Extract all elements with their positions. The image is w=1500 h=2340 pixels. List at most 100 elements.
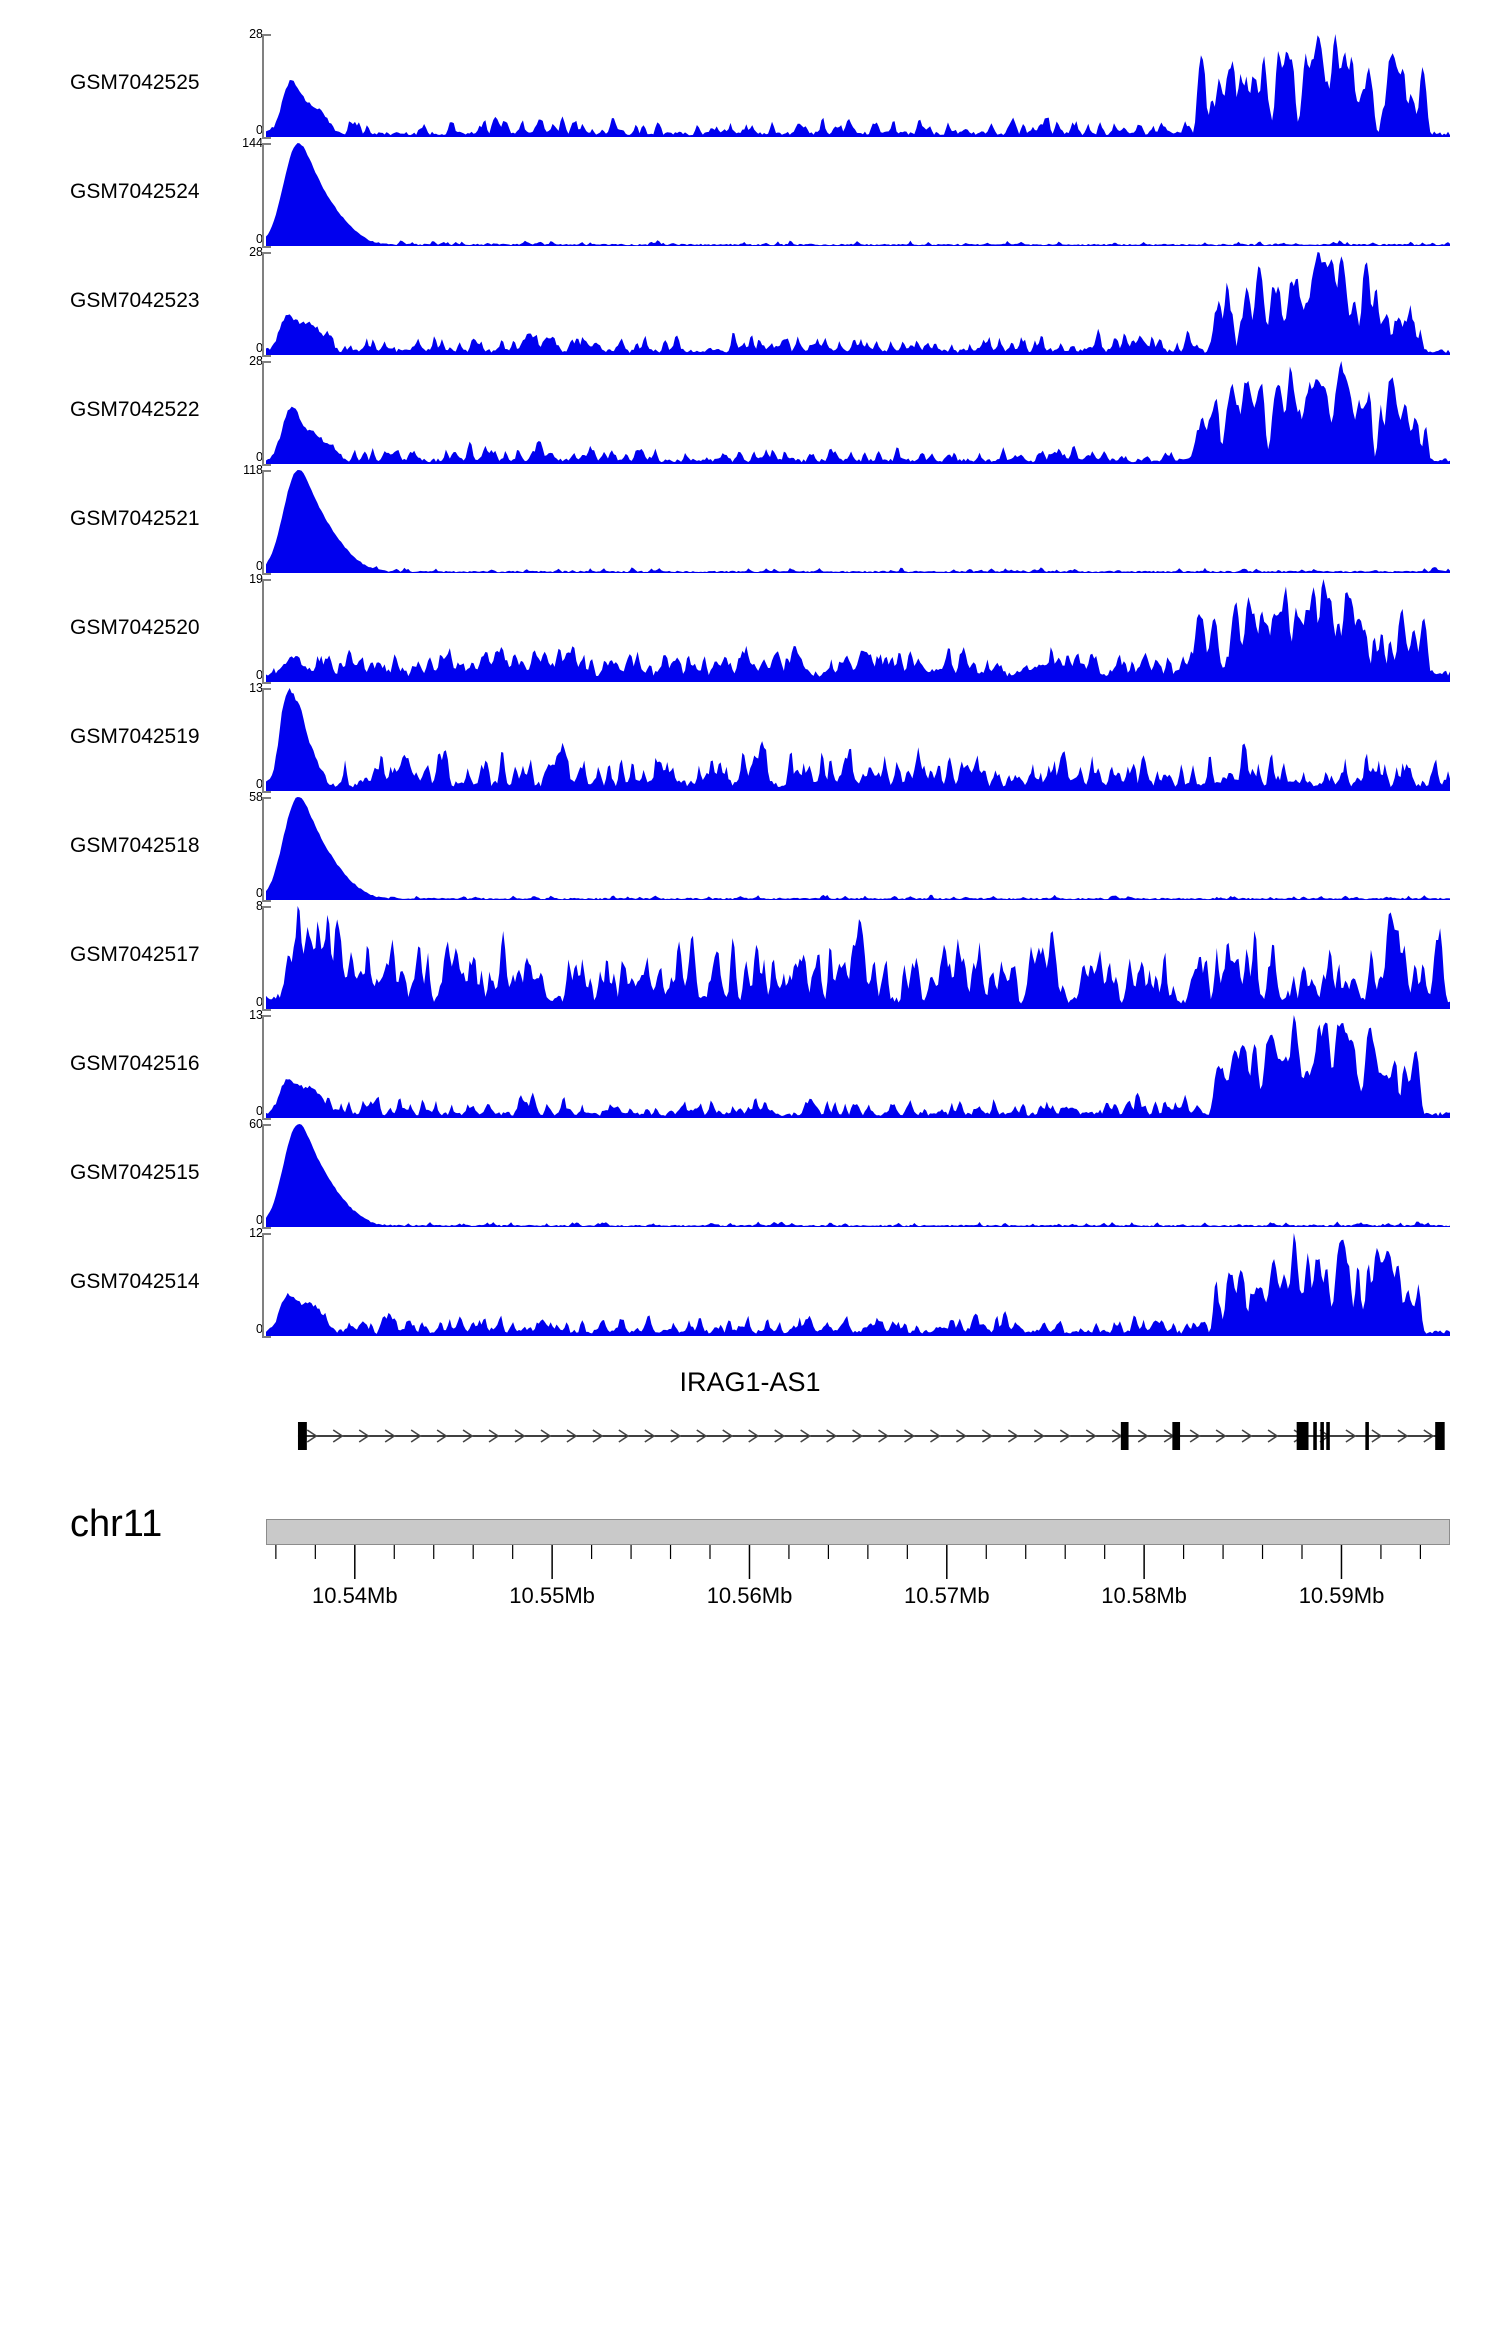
axis-tick-label: 10.55Mb [509,1583,595,1608]
y-axis-line [262,688,273,791]
y-axis-max-label: 19 [249,572,263,586]
track-label: GSM7042514 [70,1269,200,1293]
coverage-plot [266,906,1450,1009]
coverage-plot [266,143,1450,246]
y-axis-max-label: 28 [249,245,263,259]
coverage-plot [266,1124,1450,1227]
y-axis-tick-max [262,579,271,581]
gene-model-track[interactable] [266,1415,1450,1457]
y-axis-tick-max [262,143,271,145]
coverage-plot [266,1233,1450,1336]
y-axis-max-label: 58 [249,790,263,804]
coverage-track: GSM7042514 12 0 [0,1226,1500,1338]
track-label: GSM7042520 [70,615,200,639]
y-axis-labels: 58 0 [217,790,263,900]
y-axis-tick-max [262,470,271,472]
y-axis-min-label: 0 [256,1104,263,1118]
y-axis-max-label: 118 [243,463,263,477]
y-axis-tick-min [262,573,271,575]
y-axis-tick-min [262,464,271,466]
coverage-plot [266,579,1450,682]
y-axis-tick-min [262,1227,271,1229]
track-label: GSM7042518 [70,833,200,857]
axis-tick-label: 10.57Mb [903,1583,990,1608]
y-axis-tick-min [262,1009,271,1011]
y-axis-min-label: 0 [256,1322,263,1336]
track-label: GSM7042523 [70,288,200,312]
y-axis-tick-max [262,688,271,690]
y-axis-labels: 19 0 [217,572,263,682]
axis-tick-label: 10.56Mb [706,1583,793,1608]
y-axis-min-label: 0 [256,232,263,246]
y-axis-max-label: 28 [249,27,263,41]
y-axis-labels: 13 0 [217,681,263,791]
y-axis-line [262,1124,273,1227]
y-axis-tick-min [262,1118,271,1120]
y-axis-tick-max [262,252,271,254]
coverage-plot [266,688,1450,791]
track-label: GSM7042525 [70,70,200,94]
y-axis-labels: 28 0 [217,354,263,464]
coverage-plot [266,34,1450,137]
y-axis-min-label: 0 [256,886,263,900]
y-axis-labels: 12 0 [217,1226,263,1336]
y-axis-tick-max [262,1015,271,1017]
axis-tick-label: 10.58Mb [1101,1583,1187,1608]
y-axis-labels: 118 0 [217,463,263,573]
gene-name-label: IRAG1-AS1 [679,1367,821,1397]
y-axis-labels: 13 0 [217,1008,263,1118]
y-axis-tick-min [262,246,271,248]
y-axis-labels: 28 0 [217,27,263,137]
coverage-track: GSM7042518 58 0 [0,790,1500,902]
genomic-axis [266,1545,1450,1579]
chromosome-label: chr11 [70,1503,163,1545]
ideogram-bar[interactable] [266,1519,1450,1545]
coverage-plot [266,1015,1450,1118]
y-axis-max-label: 13 [249,681,263,695]
y-axis-min-label: 0 [256,777,263,791]
y-axis-line [262,34,273,137]
y-axis-min-label: 0 [256,1213,263,1227]
track-label: GSM7042522 [70,397,200,421]
y-axis-max-label: 28 [249,354,263,368]
coverage-plot [266,470,1450,573]
y-axis-max-label: 13 [249,1008,263,1022]
y-axis-tick-min [262,791,271,793]
coverage-plot [266,797,1450,900]
axis-tick-label: 10.59Mb [1298,1583,1385,1608]
y-axis-tick-min [262,1336,271,1338]
y-axis-tick-max [262,797,271,799]
y-axis-tick-max [262,1233,271,1235]
coverage-track: GSM7042523 28 0 [0,245,1500,357]
coverage-track: GSM7042522 28 0 [0,354,1500,466]
y-axis-min-label: 0 [256,668,263,682]
y-axis-max-label: 12 [249,1226,263,1240]
y-axis-max-label: 60 [249,1117,263,1131]
y-axis-max-label: 144 [242,136,263,150]
track-label: GSM7042524 [70,179,200,203]
y-axis-line [262,143,273,246]
track-label: GSM7042519 [70,724,200,748]
coverage-track: GSM7042516 13 0 [0,1008,1500,1120]
y-axis-min-label: 0 [256,341,263,355]
y-axis-line [262,906,273,1009]
coverage-plot [266,361,1450,464]
coverage-track: GSM7042519 13 0 [0,681,1500,793]
y-axis-line [262,579,273,682]
y-axis-min-label: 0 [256,450,263,464]
y-axis-line [262,361,273,464]
y-axis-line [262,797,273,900]
track-label: GSM7042516 [70,1051,200,1075]
y-axis-tick-min [262,355,271,357]
y-axis-tick-max [262,34,271,36]
coverage-track: GSM7042525 28 0 [0,27,1500,139]
y-axis-tick-min [262,682,271,684]
y-axis-min-label: 0 [256,559,263,573]
track-label: GSM7042517 [70,942,200,966]
track-label: GSM7042515 [70,1160,200,1184]
y-axis-min-label: 0 [256,995,263,1009]
y-axis-tick-max [262,361,271,363]
y-axis-max-label: 8 [256,899,263,913]
